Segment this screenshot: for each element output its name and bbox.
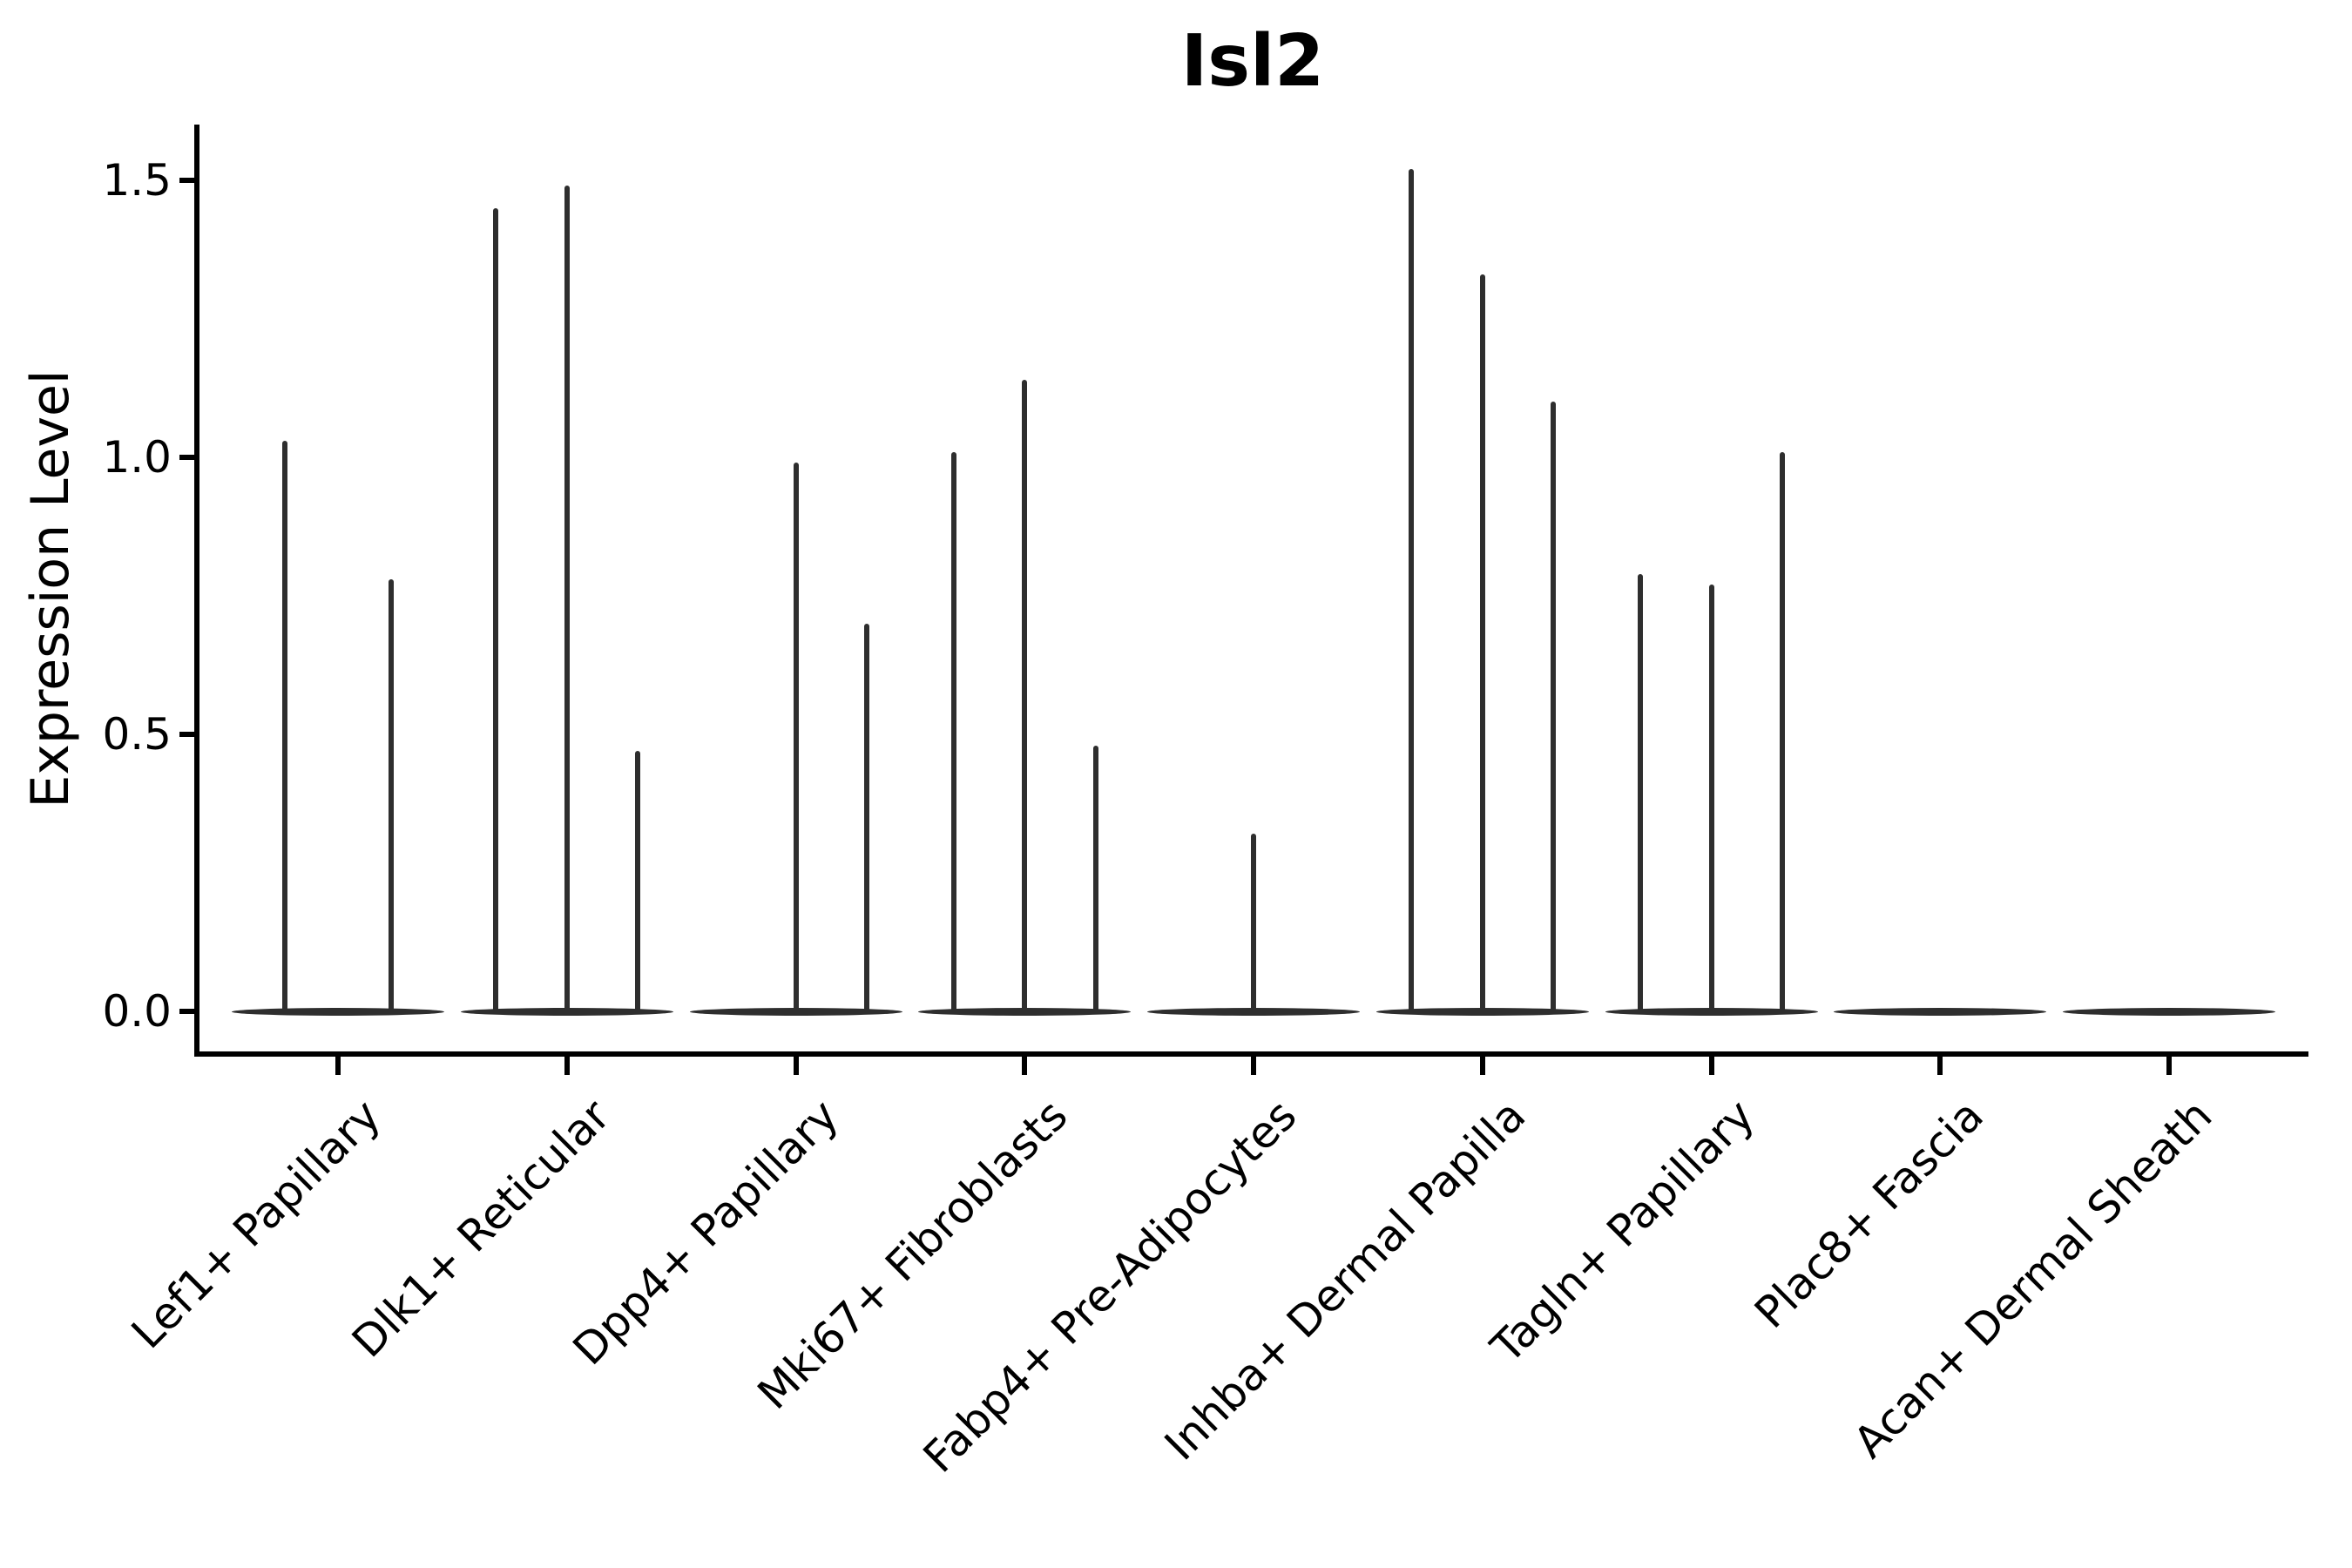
violin-spike bbox=[1708, 585, 1714, 1011]
chart-title: Isl2 bbox=[1180, 20, 1325, 103]
violin-spike bbox=[1638, 573, 1644, 1011]
y-tick-mark bbox=[179, 1009, 194, 1014]
x-axis-spine bbox=[194, 1051, 2308, 1057]
x-tick-mark bbox=[1708, 1057, 1714, 1075]
x-tick-mark bbox=[793, 1057, 799, 1075]
violin-spike bbox=[389, 578, 394, 1011]
violin-baseline bbox=[1375, 1007, 1589, 1016]
y-axis-spine bbox=[194, 125, 199, 1057]
y-tick-label: 1.0 bbox=[102, 432, 172, 483]
y-tick-label: 0.5 bbox=[102, 709, 172, 760]
x-tick-mark bbox=[1022, 1057, 1028, 1075]
violin-baseline bbox=[1834, 1007, 2047, 1016]
y-tick-label: 0.0 bbox=[102, 986, 172, 1037]
violin-baseline bbox=[460, 1007, 673, 1016]
violin-spike bbox=[282, 440, 287, 1011]
y-tick-label: 1.5 bbox=[102, 155, 172, 206]
violin-spike bbox=[863, 623, 869, 1011]
violin-spike bbox=[1251, 834, 1256, 1011]
violin-spike bbox=[1479, 274, 1485, 1011]
violin-spike bbox=[950, 451, 956, 1011]
x-tick-mark bbox=[335, 1057, 341, 1075]
y-tick-mark bbox=[179, 178, 194, 183]
x-tick-mark bbox=[1479, 1057, 1485, 1075]
violin-spike bbox=[1551, 402, 1556, 1011]
violin-spike bbox=[1779, 451, 1785, 1011]
violin-spike bbox=[1092, 745, 1098, 1011]
x-tick-label: Plac8+ Fascia bbox=[1744, 1090, 1993, 1339]
x-tick-label: Fabp4+ Pre-Adipocytes bbox=[913, 1090, 1307, 1483]
violin-baseline bbox=[232, 1007, 444, 1016]
x-tick-mark bbox=[564, 1057, 570, 1075]
violin-spike bbox=[564, 186, 570, 1011]
violin-spike bbox=[493, 207, 499, 1011]
violin-baseline bbox=[918, 1007, 1132, 1016]
violin-spike bbox=[635, 751, 640, 1011]
x-tick-mark bbox=[1251, 1057, 1256, 1075]
violin-baseline bbox=[1605, 1007, 1818, 1016]
violin-baseline bbox=[689, 1007, 902, 1016]
violin-baseline bbox=[1147, 1007, 1360, 1016]
violin-spike bbox=[1409, 169, 1415, 1011]
violin-baseline bbox=[2063, 1007, 2275, 1016]
x-tick-label: Lef1+ Papillary bbox=[122, 1090, 391, 1359]
x-tick-mark bbox=[1937, 1057, 1943, 1075]
violin-spike bbox=[793, 463, 799, 1011]
x-tick-mark bbox=[2166, 1057, 2172, 1075]
violin-spike bbox=[1022, 379, 1028, 1011]
y-tick-mark bbox=[179, 732, 194, 737]
y-tick-mark bbox=[179, 455, 194, 460]
